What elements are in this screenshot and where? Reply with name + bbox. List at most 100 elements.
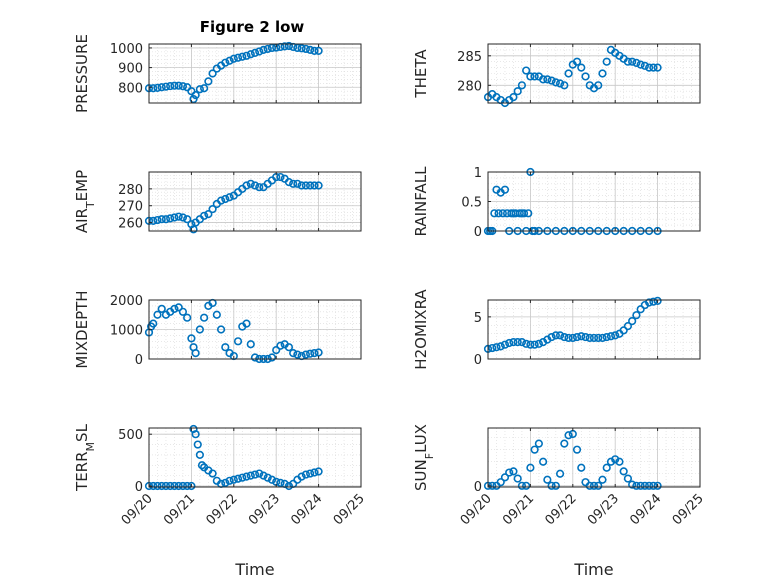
- y-tick-label: 5: [474, 311, 482, 326]
- y-tick-label: 0: [135, 353, 143, 368]
- data-point: [543, 475, 552, 484]
- data-point: [492, 343, 501, 352]
- y-tick-label: 900: [118, 62, 143, 77]
- y-tick-label: 280: [457, 79, 482, 94]
- axes-box: [148, 43, 362, 104]
- data-point: [293, 350, 302, 359]
- data-point: [623, 57, 633, 66]
- data-point: [589, 481, 599, 490]
- data-point: [183, 313, 192, 322]
- y-axis-label: SUNFLUX: [412, 424, 436, 491]
- data-point: [572, 57, 582, 66]
- data-point: [153, 215, 162, 225]
- axes-box: [487, 43, 701, 104]
- data-point: [526, 340, 535, 349]
- y-tick-label: 0.5: [461, 196, 482, 211]
- data-point: [174, 212, 183, 221]
- data-point: [577, 63, 586, 72]
- data-point: [293, 43, 302, 53]
- data-point: [555, 79, 565, 88]
- panel-theta: 280 285 THETA: [412, 43, 701, 108]
- panel-mixdepth: 0 1000 2000 MIXDEPTH: [73, 290, 362, 369]
- data-point: [314, 46, 323, 55]
- data-point: [310, 46, 319, 55]
- data-point: [242, 51, 251, 60]
- data-point: [225, 193, 234, 202]
- data-point: [602, 463, 611, 472]
- data-point: [263, 44, 272, 54]
- data-point: [250, 181, 260, 190]
- data-point: [246, 340, 255, 349]
- data-point: [149, 216, 158, 225]
- y-tick-label: 1: [474, 166, 482, 181]
- data-point: [530, 445, 539, 454]
- data-point: [649, 481, 658, 490]
- data-point: [513, 474, 522, 483]
- data-point: [306, 349, 315, 358]
- data-point: [233, 474, 243, 483]
- data-point: [276, 478, 285, 487]
- data-point: [293, 179, 302, 188]
- data-point: [594, 333, 603, 343]
- data-point: [189, 94, 198, 104]
- data-point: [560, 439, 569, 448]
- data-point: [530, 72, 539, 81]
- data-point: [255, 183, 264, 192]
- plot-area: [488, 300, 700, 359]
- data-point: [606, 332, 616, 341]
- data-point: [581, 332, 590, 342]
- x-tick-label: 09/20: [119, 491, 156, 528]
- data-point: [306, 181, 315, 190]
- data-point: [632, 311, 641, 320]
- data-point: [615, 457, 624, 466]
- data-point: [221, 478, 230, 487]
- y-axis-label: MIXDEPTH: [73, 290, 91, 368]
- data-point: [310, 181, 319, 190]
- data-point: [204, 210, 213, 219]
- data-point: [526, 72, 535, 81]
- data-point: [314, 467, 323, 476]
- data-point: [589, 333, 599, 343]
- data-point: [221, 194, 230, 204]
- data-point: [208, 204, 217, 214]
- data-point: [263, 473, 272, 482]
- data-point: [272, 346, 281, 355]
- axes-box: [487, 427, 701, 488]
- data-point: [551, 78, 560, 87]
- data-point: [498, 209, 507, 218]
- data-point: [246, 179, 255, 188]
- data-point: [598, 475, 607, 484]
- data-point: [267, 475, 277, 484]
- data-point: [522, 66, 531, 75]
- data-point: [585, 333, 594, 343]
- x-tick-label: 09/21: [500, 491, 537, 528]
- data-point: [229, 54, 238, 63]
- data-point: [490, 209, 499, 218]
- data-point: [178, 307, 188, 316]
- data-point: [255, 47, 264, 56]
- y-tick-label: 1000: [110, 42, 143, 57]
- data-point: [161, 215, 171, 224]
- data-point: [500, 185, 510, 194]
- data-point: [636, 481, 645, 490]
- data-point: [598, 69, 607, 78]
- y-tick-label: 280: [118, 183, 143, 198]
- y-tick-label: 1000: [110, 324, 143, 339]
- x-tick-label: 09/22: [204, 491, 241, 528]
- data-point: [496, 478, 505, 487]
- data-point: [204, 77, 213, 86]
- y-axis-label: AIRTEMP: [73, 170, 97, 233]
- data-point: [255, 469, 264, 478]
- data-point: [632, 481, 641, 490]
- x-axis-label: Time: [234, 560, 274, 579]
- data-point: [534, 439, 543, 448]
- data-point: [267, 43, 277, 53]
- data-point: [509, 467, 518, 476]
- data-point: [314, 181, 323, 190]
- data-point: [280, 42, 289, 51]
- data-point: [170, 213, 179, 222]
- y-tick-label: 285: [457, 50, 482, 65]
- data-point: [238, 473, 247, 482]
- data-point: [619, 326, 628, 335]
